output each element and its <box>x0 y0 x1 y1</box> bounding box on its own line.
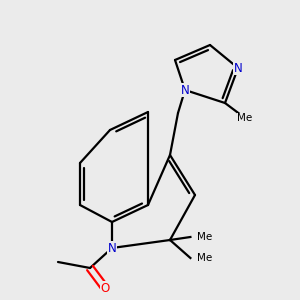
Text: Me: Me <box>197 232 212 242</box>
Text: Me: Me <box>237 113 253 123</box>
Text: N: N <box>181 83 189 97</box>
Text: N: N <box>234 61 242 74</box>
Text: N: N <box>108 242 116 254</box>
Text: O: O <box>100 281 109 295</box>
Text: Me: Me <box>197 253 212 263</box>
